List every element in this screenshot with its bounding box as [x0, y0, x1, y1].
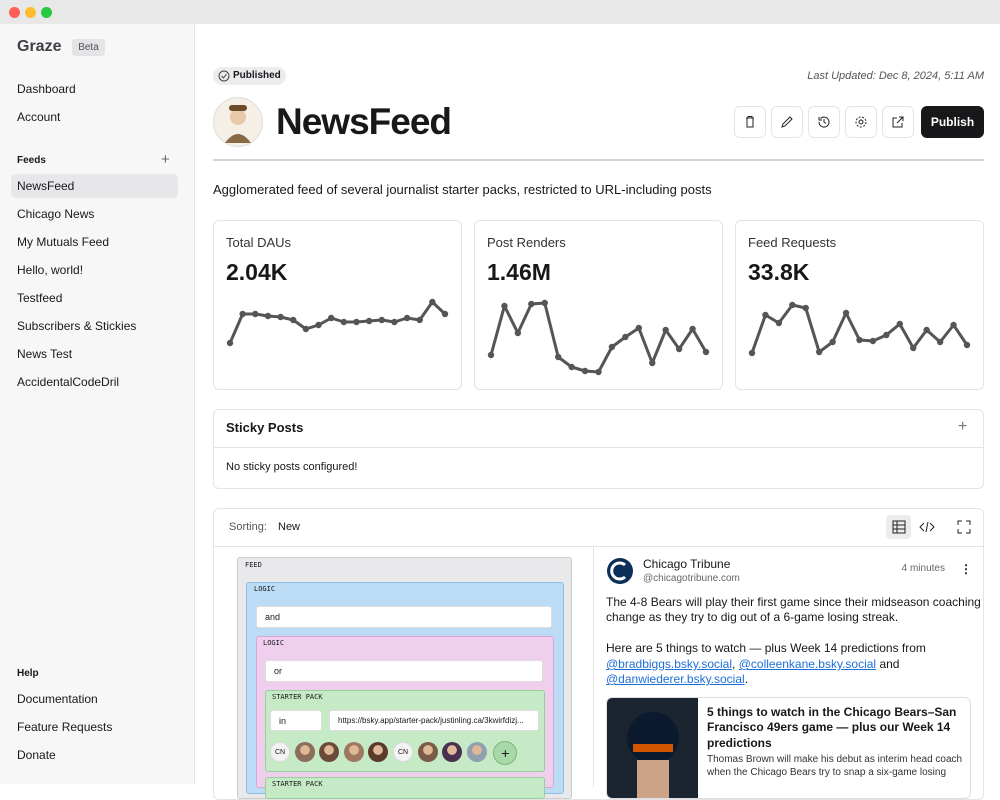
block-label: STARTER PACK: [272, 693, 323, 701]
section-heading: Feeds: [17, 155, 46, 166]
author[interactable]: Chicago Tribune: [643, 557, 731, 571]
author-logo: [607, 558, 633, 584]
sorting-value[interactable]: New: [278, 521, 301, 533]
brand: Graze: [17, 38, 62, 55]
post-text: change as they try to dig out of a 6-gam…: [606, 610, 899, 624]
post-text: The 4-8 Bears will play their first game…: [606, 595, 981, 609]
divider: [214, 546, 983, 547]
avatar: [466, 742, 487, 762]
card-image: [607, 698, 698, 798]
avatar: [417, 742, 438, 762]
history-button[interactable]: [808, 106, 840, 138]
feed-item[interactable]: NewsFeed: [17, 179, 75, 193]
post-text: Here are 5 things to watch — plus Week 1…: [606, 641, 926, 655]
nav-item[interactable]: Donate: [17, 748, 56, 762]
code-view[interactable]: [919, 520, 935, 534]
check-icon: [218, 70, 230, 82]
card-title: predictions: [707, 736, 772, 750]
stat-label: Feed Requests: [748, 235, 837, 250]
sidebar: [0, 24, 195, 784]
post-text: and: [879, 657, 900, 671]
url-input[interactable]: https://bsky.app/starter-pack/justinling…: [329, 710, 539, 731]
feed-item[interactable]: News Test: [17, 347, 73, 361]
menu[interactable]: ⋮: [960, 562, 972, 576]
title-bar: [0, 0, 1000, 24]
post-text: .: [744, 672, 749, 686]
open-button[interactable]: [882, 106, 914, 138]
avatar: [343, 742, 364, 762]
sorting-label: Sorting:: [229, 521, 267, 533]
feed-item[interactable]: Chicago News: [17, 207, 95, 221]
divider: [214, 447, 983, 448]
table-view[interactable]: [886, 515, 911, 539]
avatar-initials: CN: [270, 742, 290, 762]
avatar: [294, 742, 315, 762]
mention[interactable]: @colleenkane.bsky.social: [738, 657, 877, 671]
handle: @chicagotribune.com: [643, 573, 740, 584]
avatar: [213, 97, 263, 147]
active-highlight: [11, 174, 178, 198]
block-label: LOGIC: [263, 639, 285, 647]
stat-value: 1.46M: [487, 259, 551, 285]
mention[interactable]: @danwiederer.bsky.social: [606, 672, 745, 686]
settings-button[interactable]: [845, 106, 877, 138]
status-badge: Published: [213, 67, 286, 85]
add-sticky[interactable]: +: [958, 418, 968, 435]
empty-message: No sticky posts configured!: [226, 461, 358, 473]
feed-item[interactable]: AccidentalCodeDril: [17, 375, 120, 389]
panel-title: Sticky Posts: [226, 420, 304, 435]
sticky-panel: [213, 409, 984, 489]
edit-button[interactable]: [771, 106, 803, 138]
avatar: [442, 742, 463, 762]
add-feed[interactable]: +: [161, 151, 170, 168]
block-label: STARTER PACK: [272, 780, 323, 788]
add-avatar: +: [493, 741, 518, 765]
feed-title: NewsFeed: [276, 101, 452, 142]
nav-item[interactable]: Documentation: [17, 692, 98, 706]
timestamp: 4 minutes: [901, 563, 945, 574]
last-updated: Last Updated: Dec 8, 2024, 5:11 AM: [807, 70, 984, 82]
description: Agglomerated feed of several journalist …: [213, 182, 712, 197]
card-desc: when the Chicago Bears try to snap a six…: [707, 767, 947, 778]
maximize[interactable]: [41, 7, 52, 18]
stat-label: Post Renders: [487, 235, 566, 250]
card-title: Francisco 49ers game — plus our Week 14: [707, 720, 951, 734]
close[interactable]: [9, 7, 20, 18]
publish-button[interactable]: Publish: [921, 106, 984, 138]
feed-item[interactable]: My Mutuals Feed: [17, 235, 110, 249]
nav-item[interactable]: Account: [17, 110, 61, 124]
post-text: ,: [732, 657, 736, 671]
card-desc: Thomas Brown will make his debut as inte…: [707, 754, 963, 765]
feed-item[interactable]: Hello, world!: [17, 263, 84, 277]
section-heading: Help: [17, 668, 39, 679]
input[interactable]: or: [265, 660, 543, 682]
badge: Beta: [72, 39, 105, 56]
divider: [213, 159, 984, 161]
link-card[interactable]: [606, 697, 971, 799]
divider: [593, 547, 594, 787]
input[interactable]: and: [256, 606, 552, 628]
avatar-initials: CN: [393, 742, 413, 762]
nav-item[interactable]: Dashboard: [17, 82, 76, 96]
mention[interactable]: @bradbiggs.bsky.social: [606, 657, 733, 671]
feed-item[interactable]: Testfeed: [17, 291, 63, 305]
avatar: [319, 742, 340, 762]
stat-value: 33.8K: [748, 259, 810, 285]
delete-button[interactable]: [734, 106, 766, 138]
operator[interactable]: in: [270, 710, 322, 731]
card-title: 5 things to watch in the Chicago Bears–S…: [707, 705, 957, 719]
stat-value: 2.04K: [226, 259, 288, 285]
feed-item[interactable]: Subscribers & Stickies: [17, 319, 137, 333]
status: Published: [233, 70, 281, 81]
block-label: FEED: [245, 561, 262, 569]
avatar: [368, 742, 389, 762]
stat-label: Total DAUs: [226, 235, 292, 250]
fullscreen[interactable]: [957, 520, 971, 534]
minimize[interactable]: [25, 7, 36, 18]
block-label: LOGIC: [254, 585, 276, 593]
nav-item[interactable]: Feature Requests: [17, 720, 113, 734]
